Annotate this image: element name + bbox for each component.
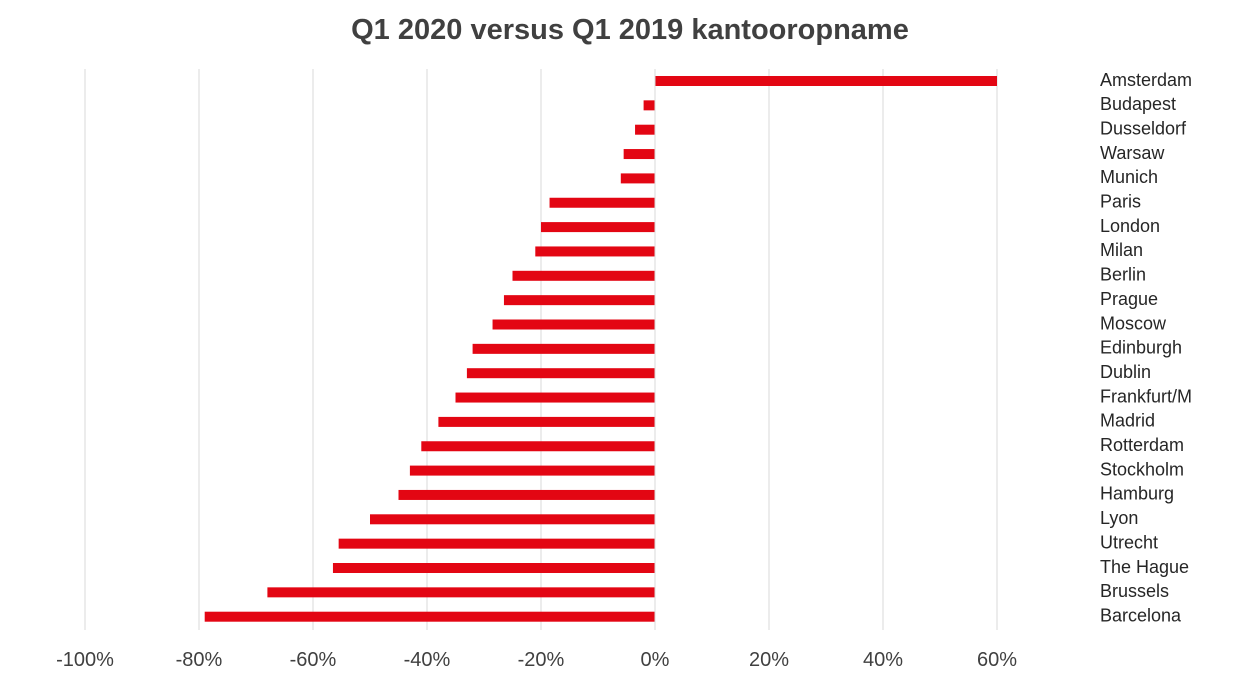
bar-the-hague — [332, 563, 655, 573]
category-label: Berlin — [1100, 265, 1146, 285]
category-label: Stockholm — [1100, 459, 1184, 479]
category-label: Hamburg — [1100, 484, 1174, 504]
bar-dusseldorf — [635, 124, 655, 135]
x-tick-label: -40% — [404, 649, 451, 671]
bar-budapest — [643, 100, 655, 111]
category-labels: Amsterdam Budapest Dusseldorf Warsaw Munich P… — [1100, 70, 1192, 626]
category-label: Madrid — [1100, 411, 1155, 431]
category-label: Rotterdam — [1100, 435, 1184, 455]
category-label: Lyon — [1100, 508, 1138, 528]
category-label: Dublin — [1100, 362, 1151, 382]
bar-amsterdam — [655, 76, 997, 86]
bar-berlin — [512, 270, 655, 281]
bar-utrecht — [338, 538, 655, 549]
chart-title: Q1 2020 versus Q1 2019 kantooropname — [351, 14, 909, 46]
category-label: Amsterdam — [1100, 70, 1192, 90]
category-label: London — [1100, 216, 1160, 236]
category-label: Frankfurt/M — [1100, 386, 1192, 406]
bar-madrid — [438, 416, 655, 427]
bar-warsaw — [623, 149, 655, 160]
bar-barcelona — [204, 611, 655, 622]
category-label: Prague — [1100, 289, 1158, 309]
x-tick-label: 40% — [863, 649, 903, 671]
x-tick-label: -80% — [176, 649, 223, 671]
x-tick-label: -60% — [290, 649, 337, 671]
bar-moscow — [492, 319, 655, 330]
bar-frankfurt-m — [455, 392, 655, 403]
bars — [204, 69, 997, 630]
x-tick-label: 0% — [641, 649, 670, 671]
bar-paris — [549, 197, 655, 208]
category-label: Munich — [1100, 167, 1158, 187]
category-label: The Hague — [1100, 557, 1189, 577]
category-label: Utrecht — [1100, 532, 1158, 552]
bar-prague — [503, 295, 655, 306]
x-tick-label: 60% — [977, 649, 1017, 671]
x-tick-label: -20% — [518, 649, 565, 671]
x-tick-label: 20% — [749, 649, 789, 671]
bar-munich — [620, 173, 655, 184]
category-label: Moscow — [1100, 313, 1167, 333]
bar-lyon — [370, 514, 655, 525]
bar-milan — [535, 246, 655, 257]
bar-brussels — [267, 587, 655, 598]
category-label: Barcelona — [1100, 605, 1182, 625]
x-axis-ticks: -100% -80% -60% -40% -20% 0% 20% 40% 60% — [56, 649, 1017, 671]
category-label: Warsaw — [1100, 143, 1165, 163]
category-label: Budapest — [1100, 94, 1176, 114]
bar-rotterdam — [421, 441, 655, 452]
bar-edinburgh — [472, 343, 655, 354]
category-label: Dusseldorf — [1100, 118, 1187, 138]
category-label: Milan — [1100, 240, 1143, 260]
bar-hamburg — [398, 489, 655, 500]
bar-dublin — [466, 368, 655, 379]
x-tick-label: -100% — [56, 649, 114, 671]
category-label: Edinburgh — [1100, 338, 1182, 358]
gridlines — [84, 69, 998, 630]
category-label: Paris — [1100, 192, 1141, 212]
bar-stockholm — [409, 465, 655, 476]
category-label: Brussels — [1100, 581, 1169, 601]
bar-london — [541, 222, 655, 233]
